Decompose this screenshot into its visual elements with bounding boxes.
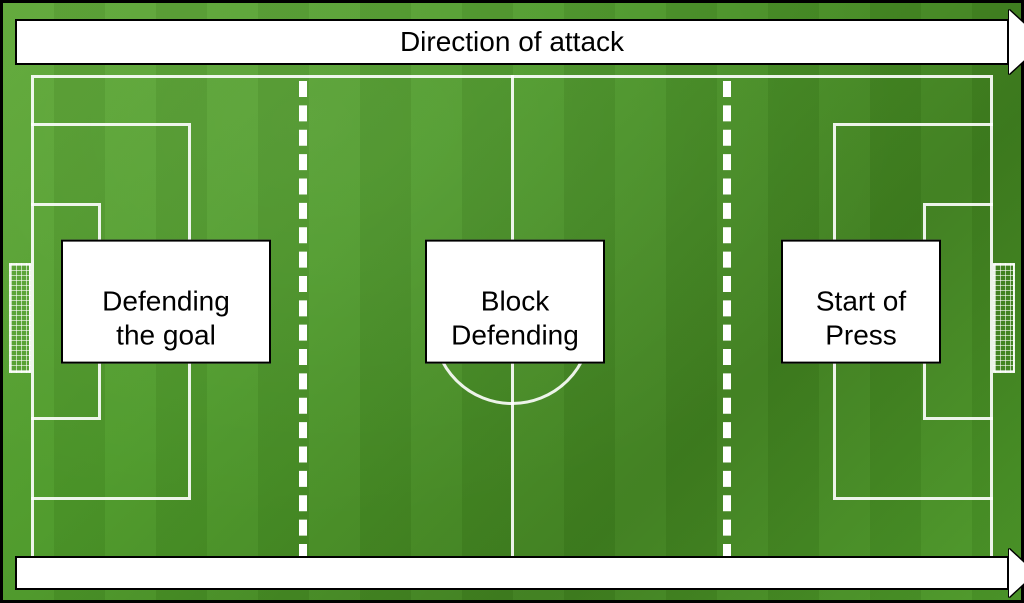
football-pitch-diagram: Direction of attack Defending the goal B… (0, 0, 1024, 603)
goal-right (993, 263, 1015, 373)
goal-left (9, 263, 31, 373)
zone-label-text: Defending the goal (102, 286, 230, 351)
zone-label-text: Block Defending (451, 286, 579, 351)
direction-arrow-top: Direction of attack (15, 19, 1009, 65)
direction-arrow-bottom (15, 556, 1009, 590)
zone-label-block-defending: Block Defending (425, 239, 605, 364)
zone-label-text: Start of Press (816, 286, 906, 351)
direction-arrow-label: Direction of attack (17, 21, 1007, 63)
zone-label-defending-the-goal: Defending the goal (61, 239, 271, 364)
zone-label-start-of-press: Start of Press (781, 239, 941, 364)
